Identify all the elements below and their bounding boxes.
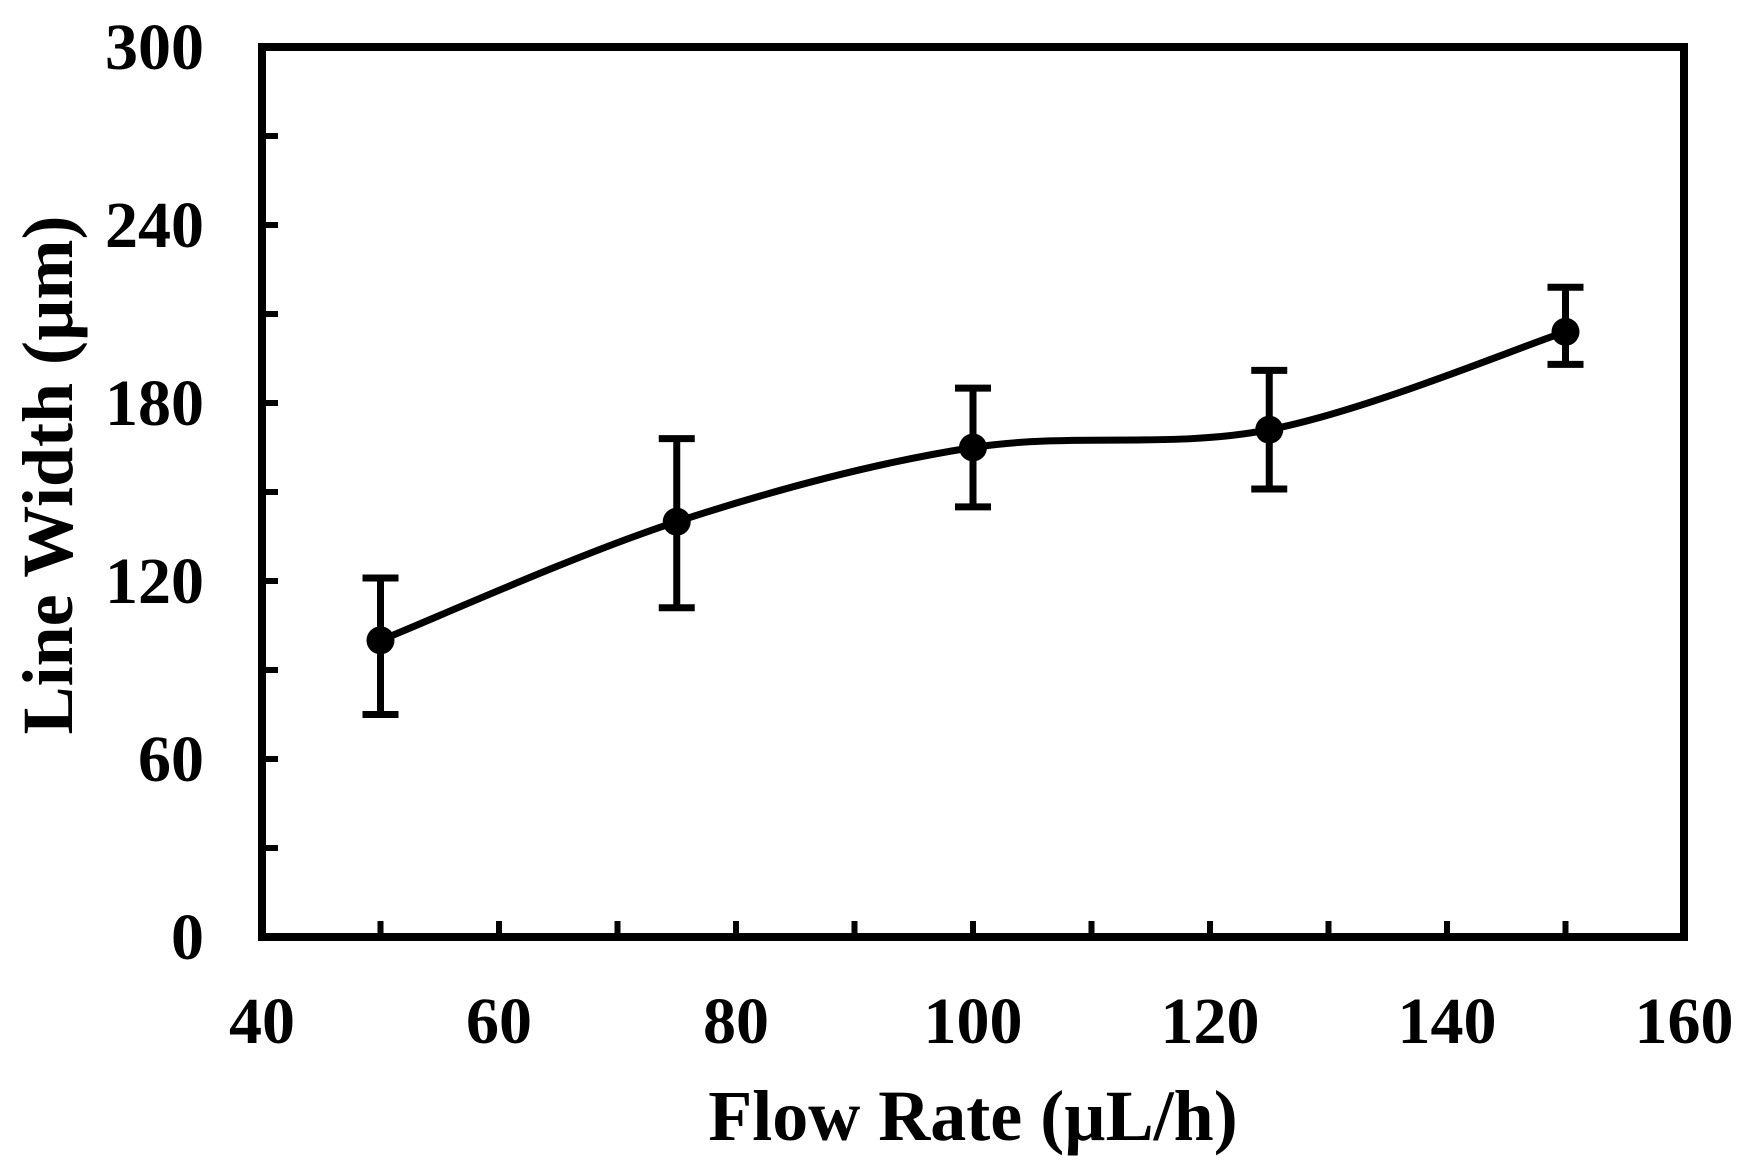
x-axis: 40 60 80 100 120 140 160 (229, 921, 1734, 1058)
y-tick-label: 60 (138, 723, 204, 796)
x-tick-label: 80 (703, 985, 769, 1058)
y-tick-label: 0 (171, 901, 204, 974)
y-tick-label: 300 (105, 11, 204, 84)
data-point (959, 433, 987, 462)
y-tick-label: 120 (105, 545, 204, 618)
y-axis-title: Line Width (µm) (8, 216, 88, 735)
y-tick-label: 180 (105, 367, 204, 440)
y-tick-label: 240 (105, 189, 204, 262)
x-tick-label: 140 (1398, 985, 1497, 1058)
x-tick-label: 120 (1161, 985, 1260, 1058)
x-tick-label: 60 (466, 985, 532, 1058)
x-tick-label: 160 (1635, 985, 1734, 1058)
data-point (1255, 415, 1284, 444)
data-point (366, 626, 395, 655)
series-layer (362, 283, 1584, 718)
x-axis-title: Flow Rate (µL/h) (708, 1076, 1237, 1156)
x-tick-label: 100 (924, 985, 1023, 1058)
data-point (1551, 317, 1580, 346)
y-axis: 0 60 120 180 240 300 (105, 11, 278, 974)
data-point (662, 507, 691, 536)
x-tick-label: 40 (229, 985, 295, 1058)
